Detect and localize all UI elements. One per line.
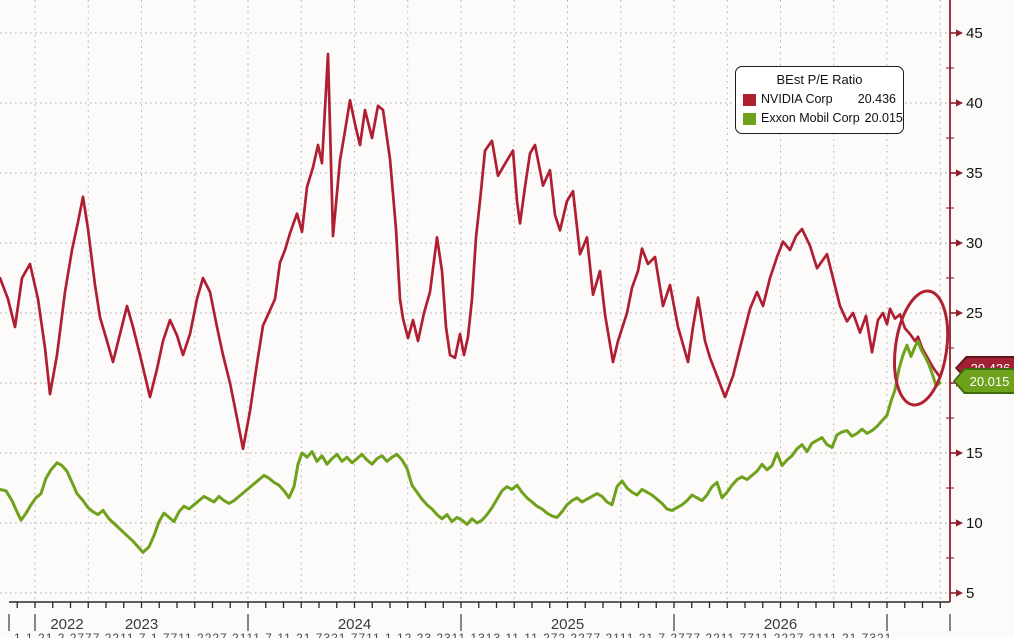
legend-value-exxon: 20.015 [864,111,903,125]
y-axis-tick-label: 10 [966,515,983,532]
x-axis-year-label: 2026 [764,616,797,633]
exxon-swatch [743,112,756,125]
y-axis-tick-arrow [956,99,963,107]
y-axis-tick-arrow [956,169,963,177]
price-label-exxon-value: 20.015 [955,370,1014,392]
y-axis-tick-label: 40 [966,95,983,112]
y-axis-tick-arrow [956,449,963,457]
y-axis-tick-label: 30 [966,235,983,252]
legend-title: BEst P/E Ratio [776,72,863,87]
y-axis-tick-label: 45 [966,25,983,42]
nvidia-swatch [743,93,756,106]
y-axis-tick-arrow [956,309,963,317]
y-axis-tick-label: 25 [966,305,983,322]
y-axis-tick-label: 35 [966,165,983,182]
convergence-circle-annotation [893,289,950,407]
x-axis-year-label: 2024 [338,616,371,633]
legend-item-nvidia: NVIDIA Corp 20.436 [743,90,896,109]
y-axis-tick-label: 5 [966,585,974,602]
x-axis-year-label: 2023 [125,616,158,633]
clipped-bottom-text: 1 1 21 2 2777 2211 7 1 7711 2227 2111 7 … [14,631,893,638]
price-label-exxon: 20.015 [953,368,1014,394]
y-axis-tick-arrow [956,29,963,37]
y-axis-tick-arrow [956,519,963,527]
nvidia-series-line [0,52,942,451]
y-axis-tick-arrow [956,239,963,247]
legend: BEst P/E Ratio NVIDIA Corp 20.436 Exxon … [735,66,904,134]
legend-label-nvidia: NVIDIA Corp [761,92,833,106]
x-axis-year-label: 2022 [50,616,83,633]
x-axis-year-label: 2025 [551,616,584,633]
exxon-series-line [0,339,942,554]
legend-label-exxon: Exxon Mobil Corp [761,111,860,125]
y-axis-tick-label: 15 [966,445,983,462]
legend-value-nvidia: 20.436 [857,92,896,106]
y-axis-tick-arrow [956,589,963,597]
legend-item-exxon: Exxon Mobil Corp 20.015 [743,109,903,128]
